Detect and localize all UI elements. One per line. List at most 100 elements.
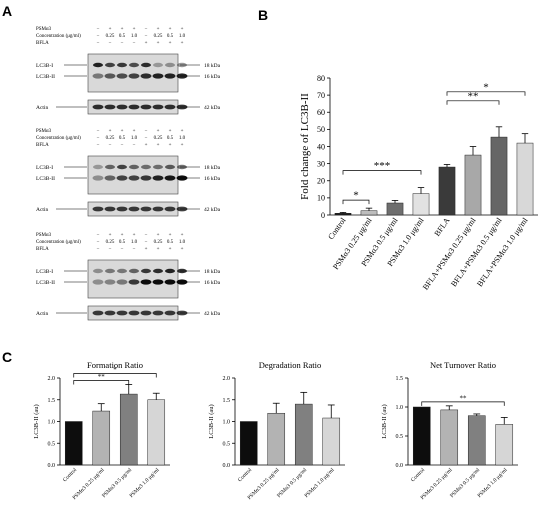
blot-lane-sign: − — [109, 143, 112, 148]
blot-band-lc3b-ii — [152, 279, 164, 285]
significance-bracket — [73, 373, 157, 378]
blot-row-label: PSMα3 — [36, 129, 52, 134]
significance-bracket — [342, 170, 422, 175]
blot-lane-sign: − — [121, 247, 124, 252]
bar — [64, 421, 83, 466]
blot-lane-sign: 1.0 — [179, 240, 186, 245]
blot-lane-sign: − — [133, 41, 136, 46]
blot-band-lc3b-i — [165, 62, 175, 68]
blot-band-actin — [104, 310, 116, 316]
blot-band-lc3b-i — [117, 164, 127, 170]
panel-letter-b: B — [258, 7, 268, 23]
blot-band-actin — [152, 310, 164, 316]
blot-lane-sign: − — [97, 240, 100, 245]
blot-lane-sign: 0.5 — [167, 240, 174, 245]
blot-band-lc3b-i — [141, 164, 151, 170]
blot-lane-sign: + — [121, 129, 124, 134]
blot-lane-sign: − — [97, 233, 100, 238]
blot-band-actin — [104, 104, 116, 110]
chart-c-formation-ratio: Formation Ratio 0.0 0.5 1.0 1.5 2.0 LC3B-II (a… — [33, 360, 170, 501]
blot-lane-sign: + — [157, 129, 160, 134]
blot-lane-sign: + — [169, 233, 172, 238]
x-tick-label: BFLA+PSMα3 0.5 μg/ml — [449, 215, 504, 288]
blot-band-actin — [164, 104, 176, 110]
blot-lane-sign: + — [181, 27, 184, 32]
y-tick-label: 2.0 — [48, 376, 56, 382]
x-tick-label: Control — [410, 467, 426, 483]
blot-label-lc3b-i: LC3B-I — [36, 63, 53, 69]
blot-row-label: BFLA — [36, 247, 49, 252]
blot-marker-18kda: 18 kDa — [204, 63, 221, 69]
blot-lane-sign: + — [133, 233, 136, 238]
blot-band-actin — [164, 310, 176, 316]
blot-row-label: PSMα3 — [36, 233, 52, 238]
blot-row-label: Concentration (μg/ml) — [36, 240, 81, 245]
blot-label-lc3b-ii: LC3B-II — [36, 74, 55, 80]
blot-band-lc3b-i — [153, 268, 163, 274]
significance-label: *** — [374, 160, 391, 172]
western-blot-panel: PSMα3 − + + + − + + + Concentration (μg/ml) − 0.25 0… — [36, 27, 221, 321]
blot-lane-sign: − — [145, 129, 148, 134]
y-tick-label: 70 — [317, 91, 325, 100]
blot-lane-sign: − — [109, 247, 112, 252]
blot-band-actin — [92, 310, 104, 316]
y-tick-label: 1.0 — [48, 420, 56, 426]
blot-lane-sign: + — [109, 233, 112, 238]
y-tick-label: 40 — [317, 142, 325, 151]
chart-title: Formation Ratio — [87, 360, 143, 370]
blot-band-lc3b-i — [129, 164, 139, 170]
bar — [322, 417, 341, 466]
blot-band-lc3b-i — [117, 268, 127, 274]
blot-band-lc3b-ii — [128, 279, 140, 285]
blot-lane-sign: 0.25 — [106, 136, 115, 141]
x-tick-label: Control — [237, 467, 253, 483]
chart-b-fold-change: 0 10 20 30 40 50 60 70 80 Fold change of LC3B-II C… — [299, 74, 538, 292]
significance-label: * — [113, 366, 117, 374]
blot-lane-sign: 0.25 — [106, 34, 115, 39]
blot-lane-sign: + — [133, 129, 136, 134]
blot-marker-42kda: 42 kDa — [204, 311, 221, 317]
blot-lane-sign: − — [97, 41, 100, 46]
y-tick-label: 1.5 — [223, 398, 231, 404]
blot-label-lc3b-i: LC3B-I — [36, 165, 53, 171]
x-tick-label: Control — [326, 215, 348, 241]
y-tick-label: 1.5 — [396, 376, 404, 382]
blot-band-lc3b-i — [141, 268, 151, 274]
blot-band-lc3b-i — [105, 164, 115, 170]
blot-lane-sign: + — [121, 27, 124, 32]
blot-band-actin — [92, 104, 104, 110]
blot-band-lc3b-ii — [164, 279, 176, 285]
blot-lane-sign: + — [181, 129, 184, 134]
blot-lane-sign: 0.25 — [106, 240, 115, 245]
significance-bracket — [421, 401, 505, 406]
blot-band-actin — [140, 310, 152, 316]
significance-label: ** — [98, 373, 106, 381]
blot-lane-sign: + — [157, 27, 160, 32]
blot-band-lc3b-i — [93, 62, 103, 68]
blot-lane-sign: − — [97, 34, 100, 39]
bar — [495, 424, 514, 466]
blot-lane-sign: 0.5 — [119, 34, 126, 39]
bar — [334, 213, 352, 216]
blot-lane-sign: − — [133, 247, 136, 252]
blot-band-lc3b-i — [105, 62, 115, 68]
blot-lane-sign: − — [109, 41, 112, 46]
x-tick-label: BFLA+PSMα3 1.0 μg/ml — [475, 215, 530, 288]
blot-lane-sign: + — [169, 247, 172, 252]
significance-bracket — [73, 380, 130, 385]
bar — [412, 406, 431, 466]
blot-lane-sign: + — [109, 129, 112, 134]
blot-band-lc3b-ii — [92, 73, 104, 79]
bar — [294, 403, 313, 466]
blot-row-label: BFLA — [36, 41, 49, 46]
blot-lane-sign: − — [145, 240, 148, 245]
blot-lc3b-membrane — [87, 155, 179, 195]
blot-band-lc3b-ii — [152, 175, 164, 181]
blot-lane-sign: + — [109, 27, 112, 32]
bar — [119, 393, 138, 466]
blot-lane-sign: + — [169, 27, 172, 32]
blot-lane-sign: + — [169, 41, 172, 46]
bar — [386, 202, 404, 216]
blot-band-actin — [164, 206, 176, 212]
blot-band-actin — [140, 104, 152, 110]
